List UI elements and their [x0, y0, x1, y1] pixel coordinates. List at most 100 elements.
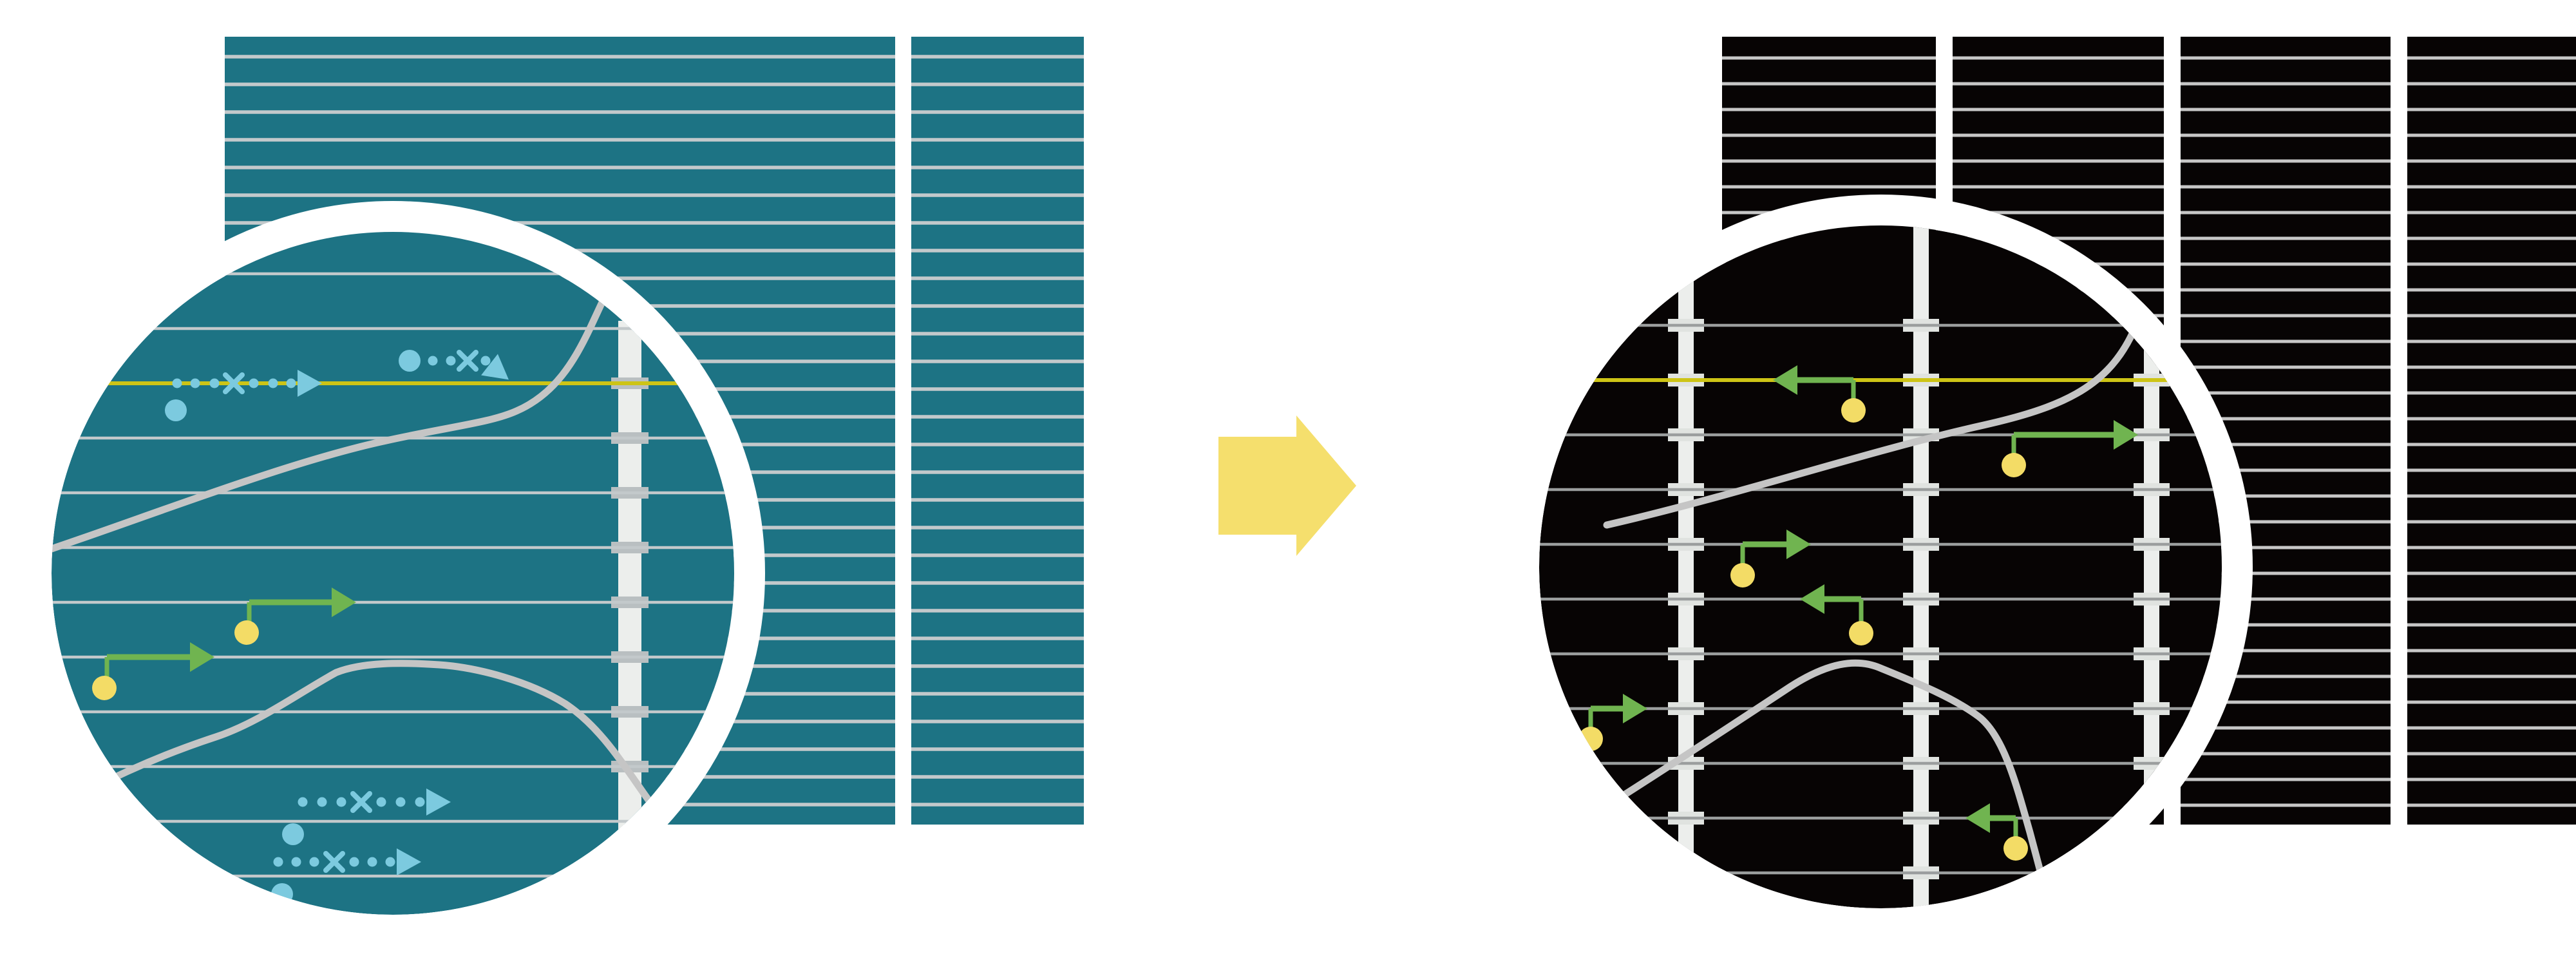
finger-line — [225, 82, 895, 86]
hole-dot — [2002, 453, 2026, 477]
hole-arrowhead-icon — [332, 587, 356, 617]
finger-line — [2407, 82, 2576, 86]
busbar — [618, 321, 641, 832]
cell-segment — [2407, 37, 2576, 825]
hole-arrowhead-icon — [1773, 365, 1797, 395]
finger-line — [2407, 443, 2576, 446]
electron-trail-dot — [395, 797, 406, 807]
finger-line — [2407, 133, 2576, 137]
finger-line — [1722, 82, 1936, 86]
electron-path — [165, 370, 322, 421]
finger-line — [2181, 339, 2391, 343]
finger-line — [2181, 597, 2391, 601]
finger-line — [2181, 108, 2391, 111]
electron-trail-dot — [190, 378, 200, 388]
hole-arrowhead-icon — [1800, 584, 1824, 614]
finger-line — [2407, 159, 2576, 163]
finger-line — [1722, 108, 1936, 111]
finger-line — [2181, 159, 2391, 163]
finger-line — [2407, 674, 2576, 678]
hole-path — [1773, 365, 1866, 423]
finger-line — [2181, 803, 2391, 807]
finger-line — [2407, 468, 2576, 472]
finger-line — [2181, 82, 2391, 86]
finger-line — [2181, 211, 2391, 215]
finger-line — [1539, 323, 2222, 327]
electron-trail-dot — [415, 797, 425, 807]
highlighted-finger-line — [1539, 378, 2222, 382]
inset-background — [52, 232, 734, 915]
finger-line — [911, 110, 1084, 114]
finger-line — [2407, 236, 2576, 240]
inset-background — [1539, 225, 2222, 908]
electron-arrowhead-icon — [426, 788, 451, 816]
finger-line — [911, 526, 1084, 530]
finger-line — [1722, 56, 1936, 60]
hole-path — [1800, 584, 1873, 645]
finger-line — [2181, 365, 2391, 369]
electron-trail-dot — [249, 378, 259, 388]
finger-line — [911, 276, 1084, 280]
finger-line — [2181, 262, 2391, 266]
electron-path — [282, 788, 451, 845]
finger-line — [911, 138, 1084, 142]
scattering-x-icon — [350, 791, 372, 813]
hole-arrowhead-icon — [1786, 530, 1811, 559]
finger-line — [911, 166, 1084, 169]
finger-line — [225, 221, 895, 225]
finger-line — [2407, 108, 2576, 111]
finger-line — [911, 55, 1084, 59]
finger-line — [2181, 314, 2391, 318]
finger-line — [911, 747, 1084, 751]
grain-boundary — [52, 269, 620, 553]
finger-line — [1953, 211, 2164, 215]
finger-line — [2407, 417, 2576, 421]
finger-line — [2407, 623, 2576, 627]
hole-arrowhead-icon — [1965, 803, 1990, 833]
finger-line — [52, 272, 734, 276]
finger-line — [911, 193, 1084, 197]
highlighted-finger-line — [52, 381, 734, 385]
finger-line — [1722, 185, 1936, 189]
finger-line — [2407, 649, 2576, 653]
electron-arrowhead-icon — [397, 848, 421, 875]
finger-line — [2407, 211, 2576, 215]
finger-line — [2181, 56, 2391, 60]
finger-line — [911, 498, 1084, 502]
finger-line — [2181, 752, 2391, 756]
finger-line — [52, 655, 734, 659]
finger-line — [52, 491, 734, 495]
electron-trail-dot — [349, 857, 359, 867]
finger-line — [1539, 542, 2222, 546]
grain-boundary — [1592, 659, 2045, 880]
finger-line — [52, 874, 734, 878]
electron-arrowhead-icon — [481, 354, 509, 380]
electron-start-dot — [165, 399, 187, 421]
finger-line — [911, 415, 1084, 419]
finger-line — [2407, 185, 2576, 189]
electron-trail-dot — [291, 857, 301, 867]
finger-line — [2407, 262, 2576, 266]
grain-boundary — [64, 660, 692, 857]
finger-line — [911, 82, 1084, 86]
electron-path — [399, 350, 509, 380]
electron-start-dot — [399, 350, 421, 372]
finger-line — [911, 775, 1084, 779]
cell-segment — [911, 37, 1084, 825]
electron-trail-dot — [480, 356, 491, 366]
finger-line — [2181, 778, 2391, 781]
electron-trail-dot — [367, 857, 377, 867]
finger-line — [2181, 726, 2391, 730]
finger-line — [52, 327, 734, 330]
finger-line — [1539, 816, 2222, 820]
finger-line — [225, 166, 895, 169]
finger-line — [225, 138, 895, 142]
finger-line — [1953, 56, 2164, 60]
finger-line — [52, 546, 734, 549]
finger-line — [2181, 623, 2391, 627]
finger-line — [1539, 871, 2222, 875]
finger-line — [2181, 468, 2391, 472]
finger-line — [2407, 56, 2576, 60]
finger-line — [2407, 726, 2576, 730]
